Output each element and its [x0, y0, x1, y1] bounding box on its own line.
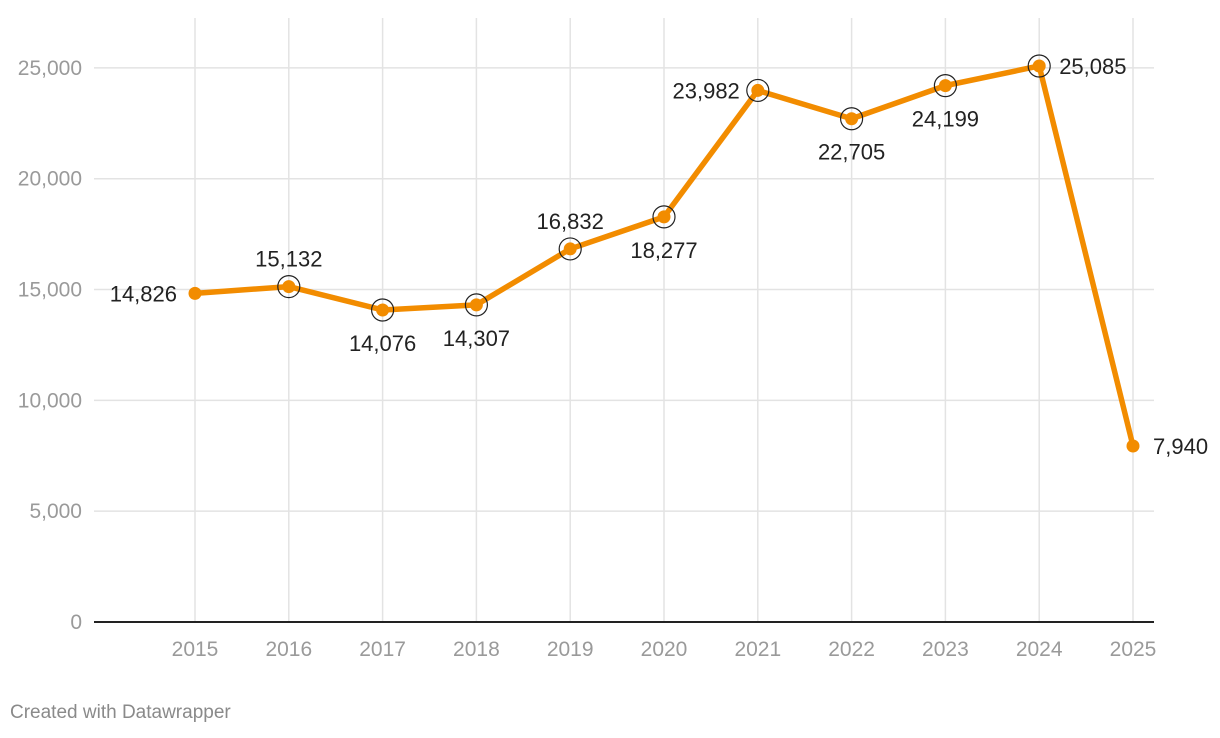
x-tick-label: 2015 [172, 638, 219, 661]
data-point-ring [746, 78, 770, 103]
y-tick-label: 20,000 [18, 168, 82, 191]
data-point [845, 112, 859, 126]
data-point-ring [839, 107, 864, 131]
x-tick-label: 2024 [1016, 638, 1063, 661]
data-point [188, 286, 202, 300]
y-tick-label: 0 [70, 611, 82, 634]
data-point [282, 280, 296, 294]
credit-text: Created with Datawrapper [10, 702, 231, 723]
data-point [469, 298, 483, 312]
data-point [376, 303, 390, 317]
data-point [657, 210, 671, 224]
data-label: 15,132 [255, 247, 322, 272]
y-tick-label: 10,000 [18, 389, 82, 412]
x-tick-label: 2019 [547, 638, 594, 661]
x-tick-label: 2023 [922, 638, 969, 661]
data-point-ring [1027, 54, 1051, 78]
x-tick-label: 2020 [641, 638, 688, 661]
data-point-ring [652, 205, 676, 229]
data-point-ring [933, 74, 958, 98]
data-label: 23,982 [673, 78, 740, 103]
data-label: 7,940 [1153, 434, 1208, 459]
data-point [1032, 59, 1046, 73]
data-label: 18,277 [630, 238, 697, 263]
data-label: 24,199 [912, 107, 979, 132]
x-tick-label: 2017 [359, 638, 406, 661]
data-label: 22,705 [818, 140, 885, 165]
x-tick-label: 2021 [734, 638, 781, 661]
data-point [1126, 439, 1140, 453]
data-point [938, 79, 952, 93]
x-tick-label: 2025 [1110, 638, 1157, 661]
data-point [563, 242, 577, 256]
x-tick-label: 2018 [453, 638, 500, 661]
y-tick-label: 5,000 [29, 500, 82, 523]
data-point [751, 83, 765, 97]
x-tick-label: 2022 [828, 638, 875, 661]
data-point-ring [558, 237, 582, 261]
data-point-ring [464, 293, 488, 317]
y-tick-label: 15,000 [18, 279, 82, 302]
data-label: 25,085 [1059, 54, 1126, 79]
y-tick-label: 25,000 [18, 57, 82, 80]
data-label: 16,832 [537, 209, 604, 234]
data-point-ring [371, 298, 395, 322]
x-tick-label: 2016 [265, 638, 312, 661]
data-point-ring [277, 274, 301, 299]
data-label: 14,826 [110, 281, 177, 306]
data-label: 14,307 [443, 326, 510, 351]
data-label: 14,076 [349, 331, 416, 356]
